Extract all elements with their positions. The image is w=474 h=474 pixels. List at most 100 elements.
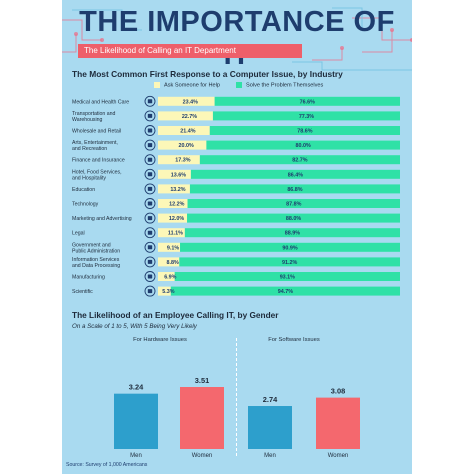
ask-bar [158,126,210,135]
solve-value-label: 88.0% [286,216,301,222]
factory-icon [144,271,156,282]
page-title: THE IMPORTANCE OF IT [79,6,395,71]
ask-value-label: 13.2% [170,187,185,193]
ask-bar [158,228,185,238]
ask-bar [158,213,188,223]
source-note: Source: Survey of 1,000 Americans [66,462,148,468]
solve-value-label: 86.4% [288,172,303,178]
gender-chart-subtitle: On a Scale of 1 to 5, With 5 Being Very … [72,323,197,330]
legend-swatch-solve [236,82,242,88]
ask-value-label: 11.1% [168,231,183,237]
industry-label: Education [72,187,95,193]
ask-value-label: 21.4% [180,129,195,135]
laptop-icon [144,198,156,209]
industry-label: Technology [72,202,99,208]
gavel-icon [144,227,156,239]
group-header: For Hardware Issues [133,337,187,343]
solve-value-label: 94.7% [278,289,293,295]
industry-label: Information Services and Data Processing [72,257,120,269]
industry-label: Marketing and Advertising [72,216,132,222]
book-icon [144,183,156,195]
ask-value-label: 17.3% [175,158,190,164]
industry-label: Scientific [72,289,93,295]
solve-bar [180,242,400,252]
ask-bar [158,96,215,106]
ask-value-label: 22.7% [182,114,197,120]
industry-label: Legal [72,231,85,237]
solve-value-label: 87.8% [286,202,301,208]
bar-value-label: 3.24 [129,383,144,392]
industry-label: Medical and Health Care [72,99,129,105]
group-header: For Software Issues [268,337,320,343]
solve-bar [209,126,400,135]
industry-label: Transportation and Warehousing [72,111,115,123]
bar-value-label: 3.51 [195,376,209,385]
solve-bar [170,286,400,296]
solve-value-label: 82.7% [292,158,307,164]
ask-bar [158,169,191,179]
bar-category-label: Women [328,453,349,459]
chart-divider [236,338,237,456]
industry-label: Manufacturing [72,275,105,281]
ask-value-label: 23.4% [183,99,198,105]
solve-value-label: 93.1% [280,275,295,281]
ask-bar [158,242,181,252]
solve-bar [214,96,400,106]
ask-value-label: 5.3% [162,289,174,295]
solve-value-label: 88.9% [285,231,300,237]
circuit-decoration [62,7,412,71]
bar-category-label: Men [130,453,142,459]
industry-label: Government and Public Administration [72,242,120,254]
men-bar [248,406,292,449]
solve-bar [187,199,400,208]
solve-bar [212,111,400,121]
industry-label: Hotel, Food Services, and Hospitality [72,169,122,181]
industry-bar-chart: Medical and Health Care 23.4% 76.6% Transpo… [72,95,400,297]
cart-icon [144,125,156,136]
bar-value-label: 2.74 [263,395,278,404]
industry-label: Wholesale and Retail [72,129,121,135]
solve-value-label: 86.8% [287,187,302,193]
solve-value-label: 76.6% [300,99,315,105]
industry-label: Finance and Insurance [72,158,125,164]
solve-bar [206,140,400,150]
flask-icon [144,285,156,297]
gender-chart-title: The Likelihood of an Employee Calling IT… [72,310,279,320]
legend-label-solve: Solve the Problem Themselves [246,82,324,89]
solve-bar [174,272,400,281]
ask-value-label: 8.8% [166,260,178,266]
ask-value-label: 12.2% [169,202,184,208]
solve-bar [187,213,400,223]
megaphone-icon [144,212,156,224]
bar-value-label: 3.08 [331,387,345,396]
ask-bar [158,286,171,296]
bed-icon [144,168,156,180]
bar-category-label: Women [192,453,213,459]
ask-bar [158,184,190,194]
solve-bar [190,169,400,179]
solve-bar [199,155,400,165]
bar-category-label: Men [264,453,276,459]
ask-value-label: 20.0% [179,143,194,149]
server-icon [144,256,156,268]
government-icon [144,241,156,253]
page-subtitle: The Likelihood of Calling an IT Departme… [78,44,302,58]
medical-icon [144,95,156,107]
legend-label-ask: Ask Someone for Help [164,82,220,89]
legend-swatch-ask [154,82,160,88]
gender-bar-chart: For Hardware Issues 3.24 Men 3.51 Women For S… [114,337,360,459]
solve-bar [184,228,400,238]
solve-value-label: 91.2% [282,260,297,266]
ask-value-label: 9.1% [167,245,179,251]
theater-icon [144,139,156,151]
industry-chart-title: The Most Common First Response to a Comp… [72,69,343,79]
truck-icon [144,110,156,122]
solve-value-label: 90.9% [282,245,297,251]
infographic: THE IMPORTANCE OF IT The Likelihood of C… [62,0,412,474]
ask-bar [158,199,188,208]
ask-bar [158,272,175,281]
dollar-icon [144,154,156,166]
ask-bar [158,257,180,267]
solve-value-label: 80.0% [296,143,311,149]
ask-value-label: 12.0% [169,216,184,222]
